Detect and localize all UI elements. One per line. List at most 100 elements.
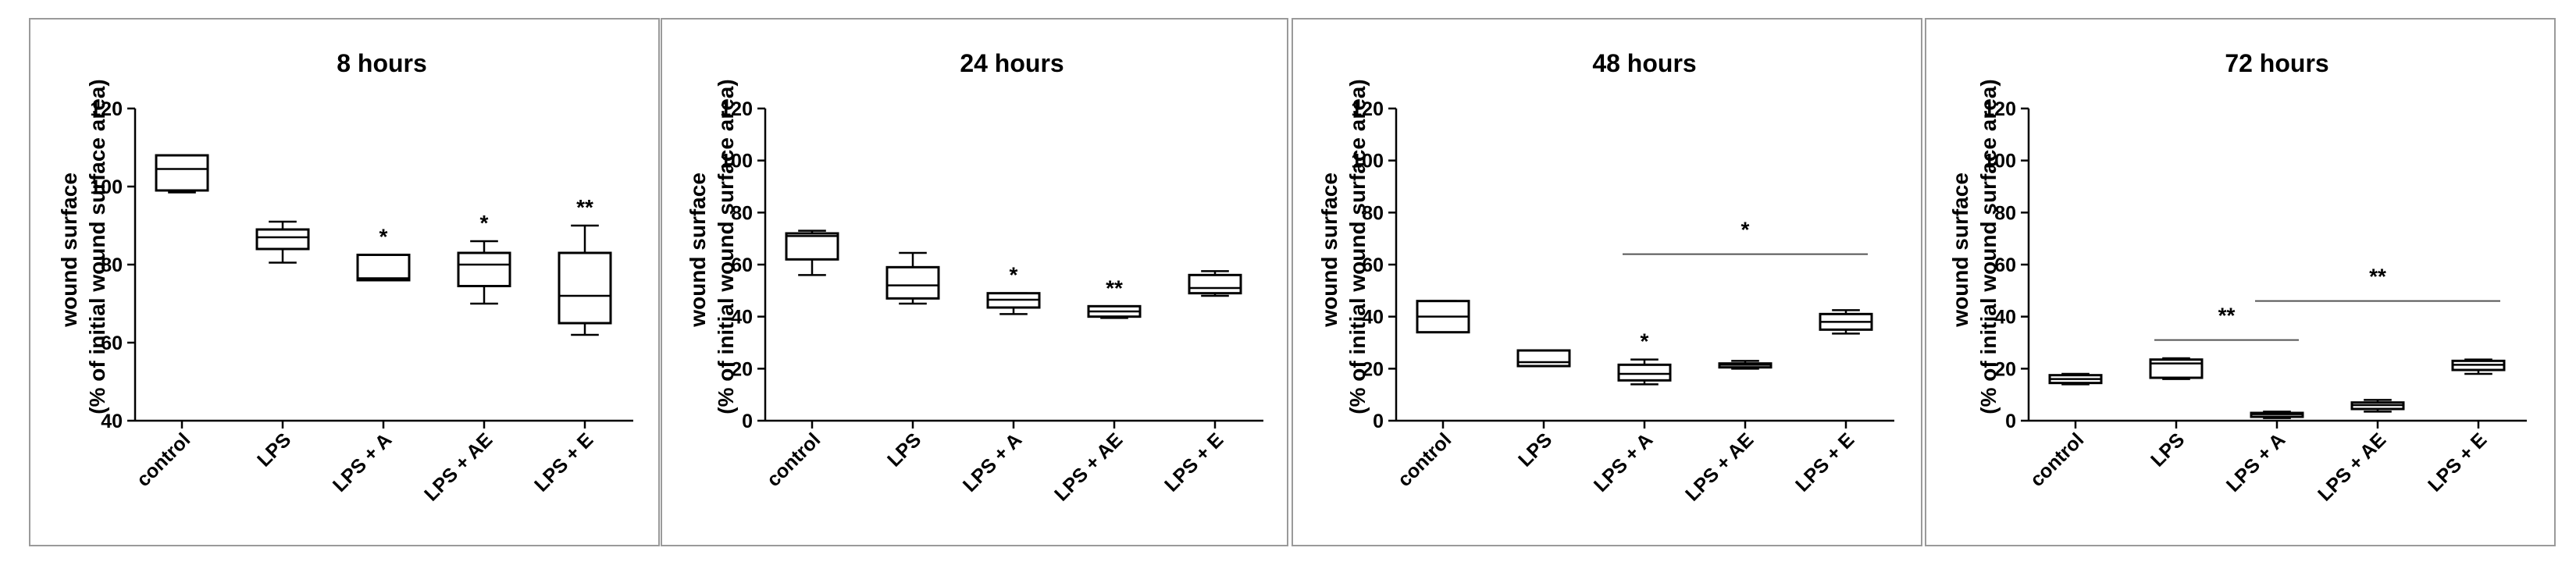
plot-area: 0 20 40 60 80 100 120 control LPS LPS + A LPS + AE… [1351,98,1894,506]
panel-title: 48 hours [1592,49,1696,77]
box-iqr [1188,273,1242,295]
x-tick-label: LPS + E [530,429,597,496]
box-lps-ae [1718,360,1773,370]
y-axis-label: wound surface (% of initial wound surfac… [1317,79,1370,414]
plot-area: 0 20 40 60 80 100 120 control LPS LPS + A LPS + AE… [1983,98,2527,506]
y-axis-label-line1: wound surface [1948,172,1972,328]
box-iqr [558,251,612,325]
y-axis-label-line2: (% of initial wound surface area) [714,79,738,414]
y-tick-label: 20 [1994,358,2016,380]
x-tick-label: LPS + E [1160,429,1227,496]
box-iqr [1617,363,1672,382]
box-iqr [885,265,940,300]
comparison-marker: ** [2218,304,2236,328]
x-tick-label: LPS + AE [1050,429,1127,505]
box-iqr [2149,358,2204,379]
box-iqr [457,251,511,287]
box-lps-a [356,254,411,282]
panel-title: 8 hours [337,49,427,77]
y-tick-label: 0 [742,411,753,432]
x-tick-label: LPS [883,429,925,471]
y-axis-label: wound surface (% of initial wound surfac… [686,79,738,414]
significance-marker: * [480,211,489,235]
y-tick-label: 0 [2005,411,2016,432]
x-tick-label: LPS + E [1791,429,1858,496]
box-lps [2149,357,2204,380]
y-tick-label: 40 [1362,307,1384,329]
box-lps-a [986,292,1041,315]
box-iqr [785,232,839,261]
y-axis-label-line2: (% of initial wound surface area) [1345,79,1370,414]
significance-marker: ** [576,195,593,219]
box-lps [1516,349,1571,368]
significance-marker: * [379,225,388,249]
x-tick-label: LPS + A [959,429,1026,496]
x-tick-label: LPS + A [329,429,396,496]
y-tick-label: 120 [1351,98,1384,120]
x-tick-label: control [763,429,825,491]
x-tick-label: control [2026,429,2089,491]
panel-24-hours: 24 hours wound surface (% of initial wou… [661,18,1288,546]
x-tick-label: LPS [1514,429,1556,471]
box-lps-ae [457,240,511,305]
significance-marker: * [1641,329,1649,354]
y-axis-label-line2: (% of initial wound surface area) [85,79,109,414]
y-tick-label: 0 [1373,411,1384,432]
y-axis-label-line1: wound surface [1317,172,1341,328]
plot-area: 40 60 80 100 120 control LPS LPS + A LPS + AE LPS… [90,98,633,506]
y-tick-label: 40 [101,411,123,432]
box-lps-e [1188,270,1242,297]
box-lps [885,251,940,305]
panel-title: 24 hours [960,49,1064,77]
panel-frame [29,18,660,546]
box-iqr [155,154,209,192]
y-axis-label-line1: wound surface [57,172,81,328]
box-lps-a [2250,411,2304,419]
box-lps-e [1819,309,1873,335]
plot-area: 0 20 40 60 80 100 120 control LPS LPS + A LPS + AE… [720,98,1263,506]
panel-48-hours: 48 hours wound surface (% of initial wou… [1292,18,1922,546]
x-tick-label: control [133,429,195,491]
box-control [155,154,209,194]
x-tick-label: LPS + E [2424,429,2491,496]
box-control [1416,300,1470,334]
y-tick-label: 100 [720,151,753,172]
x-tick-label: LPS + AE [2314,429,2390,505]
y-tick-label: 40 [731,307,753,329]
y-tick-label: 100 [1983,151,2016,172]
box-lps-a [1617,358,1672,386]
y-tick-label: 80 [731,202,753,224]
significance-marker: * [1010,263,1018,287]
box-lps-e [558,224,612,336]
y-tick-label: 80 [101,254,123,276]
box-iqr [356,254,411,282]
y-tick-label: 40 [1994,307,2016,329]
box-control [2048,372,2103,386]
y-tick-label: 120 [1983,98,2016,120]
x-tick-label: LPS + AE [420,429,497,505]
y-tick-label: 80 [1362,202,1384,224]
panel-8-hours: 8 hours wound surface (% of initial woun… [29,18,660,546]
x-tick-label: LPS + A [2222,429,2289,496]
x-tick-label: LPS + AE [1681,429,1758,505]
y-tick-label: 60 [731,254,753,276]
box-iqr [1516,349,1571,368]
box-lps [255,220,310,264]
x-tick-label: LPS [2147,429,2189,471]
y-tick-label: 20 [731,358,753,380]
panel-title: 72 hours [2225,49,2328,77]
y-tick-label: 100 [90,176,123,198]
panel-frame [1292,18,1922,546]
box-lps-ae [1087,304,1142,319]
y-tick-label: 60 [101,333,123,354]
comparison-marker: ** [2369,265,2386,289]
y-axis-label-line1: wound surface [686,172,710,328]
y-tick-label: 80 [1994,202,2016,224]
box-control [785,229,839,276]
y-tick-label: 100 [1351,151,1384,172]
y-tick-label: 120 [90,98,123,120]
box-lps-ae [2350,399,2405,413]
y-tick-label: 60 [1994,254,2016,276]
panel-frame [661,18,1288,546]
